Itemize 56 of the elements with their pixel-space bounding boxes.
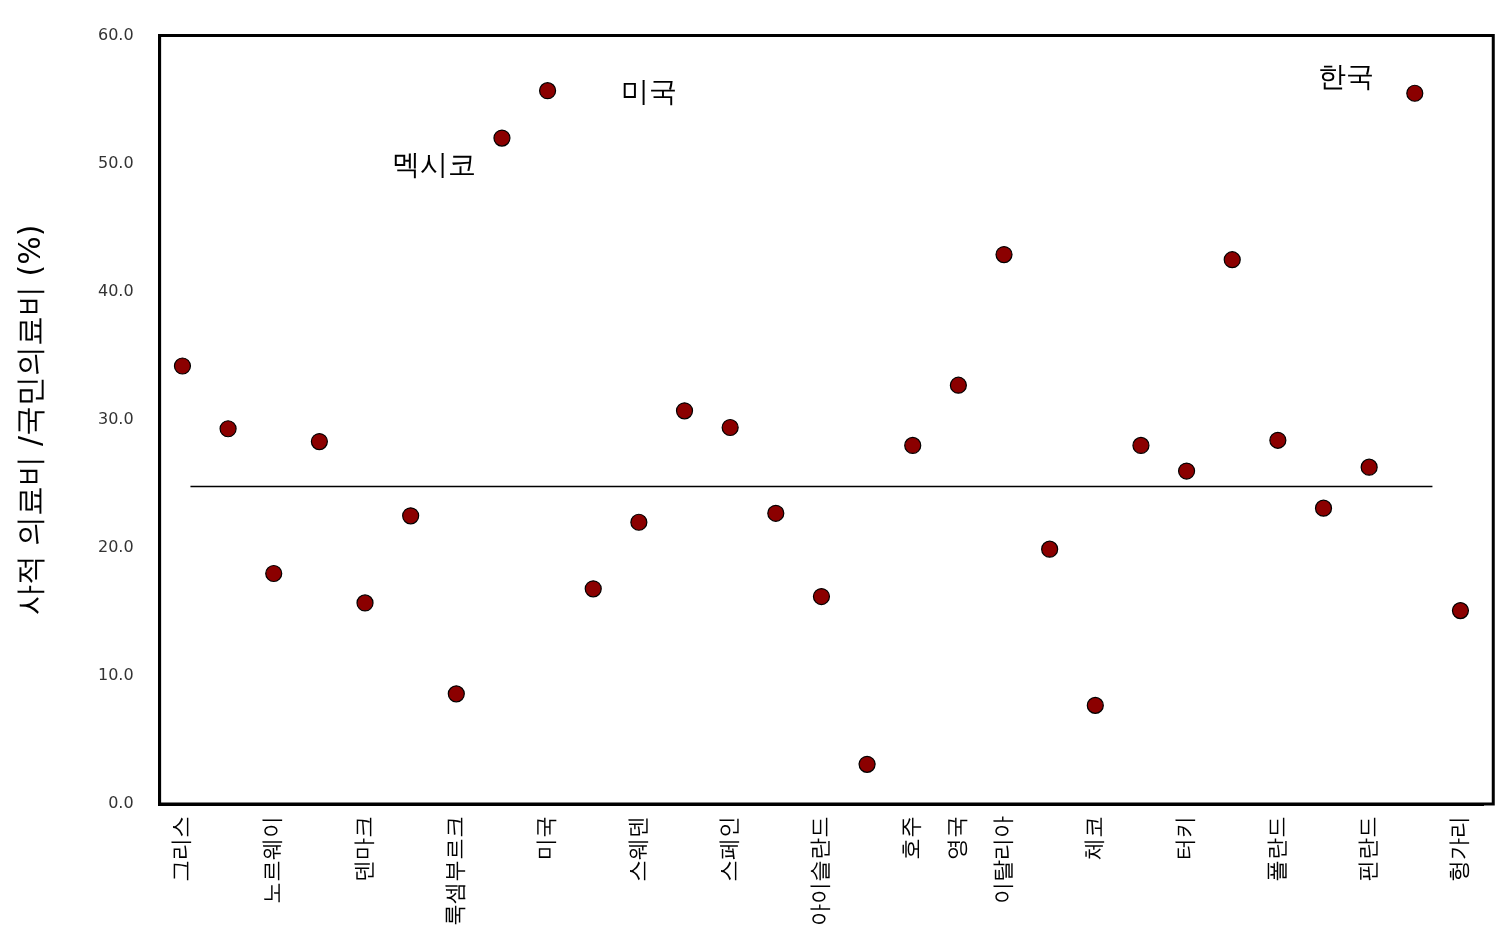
- x-tick-label: 그리스: [168, 816, 194, 882]
- x-tick-label: 호주: [898, 816, 924, 860]
- x-tick-label: 스웨덴: [624, 816, 650, 882]
- point: [1406, 84, 1424, 102]
- point: [219, 420, 237, 438]
- x-tick-label: 핀란드: [1354, 816, 1380, 882]
- point: [767, 504, 785, 522]
- x-tick-label: 체코: [1081, 816, 1107, 860]
- annotation: 멕시코: [391, 147, 476, 181]
- x-tick-label: 터키: [1172, 816, 1198, 860]
- point: [1041, 540, 1059, 558]
- point: [447, 685, 465, 703]
- point: [1132, 436, 1150, 455]
- point: [858, 755, 876, 773]
- point: [1223, 251, 1241, 269]
- point: [675, 402, 694, 420]
- y-tick-label: 0.0: [108, 793, 134, 813]
- point: [538, 82, 557, 100]
- point: [173, 357, 192, 375]
- x-tick-label: 헝가리: [1446, 816, 1472, 882]
- y-tick-label: 50.0: [98, 152, 134, 172]
- point: [995, 245, 1013, 264]
- point: [493, 129, 511, 147]
- point: [265, 564, 283, 583]
- point: [1269, 431, 1287, 449]
- x-tick-label: 폴란드: [1263, 816, 1289, 882]
- x-tick-label: 미국: [533, 816, 559, 860]
- point: [1314, 499, 1333, 517]
- point: [1086, 696, 1104, 714]
- point: [721, 418, 739, 437]
- y-tick-label: 40.0: [98, 280, 134, 300]
- point: [356, 594, 374, 612]
- annotation: 한국: [1317, 59, 1374, 93]
- y-tick-label: 10.0: [98, 665, 134, 685]
- point: [630, 513, 648, 531]
- x-tick-label: 영국: [944, 816, 970, 860]
- y-tick-label: 60.0: [98, 24, 134, 44]
- point: [904, 436, 922, 455]
- x-tick-label: 스페인: [715, 816, 741, 882]
- y-axis-title: 사적 의료비 /국민의료비 (%): [11, 224, 47, 616]
- x-tick-label: 이탈리아: [989, 816, 1015, 904]
- x-tick-label: 덴마크: [350, 816, 376, 882]
- x-tick-label: 아이슬란드: [807, 816, 833, 926]
- x-tick-label: 룩셈부르크: [442, 816, 468, 926]
- point: [310, 432, 328, 451]
- point: [1360, 458, 1378, 476]
- y-tick-label: 30.0: [98, 408, 134, 428]
- point: [949, 376, 967, 394]
- x-tick-label: 노르웨이: [259, 816, 285, 904]
- point: [584, 580, 602, 598]
- point: [402, 507, 420, 525]
- point: [812, 587, 831, 606]
- point: [1451, 602, 1470, 620]
- point: [1177, 462, 1196, 480]
- annotation: 미국: [621, 74, 678, 108]
- y-tick-label: 20.0: [98, 537, 134, 557]
